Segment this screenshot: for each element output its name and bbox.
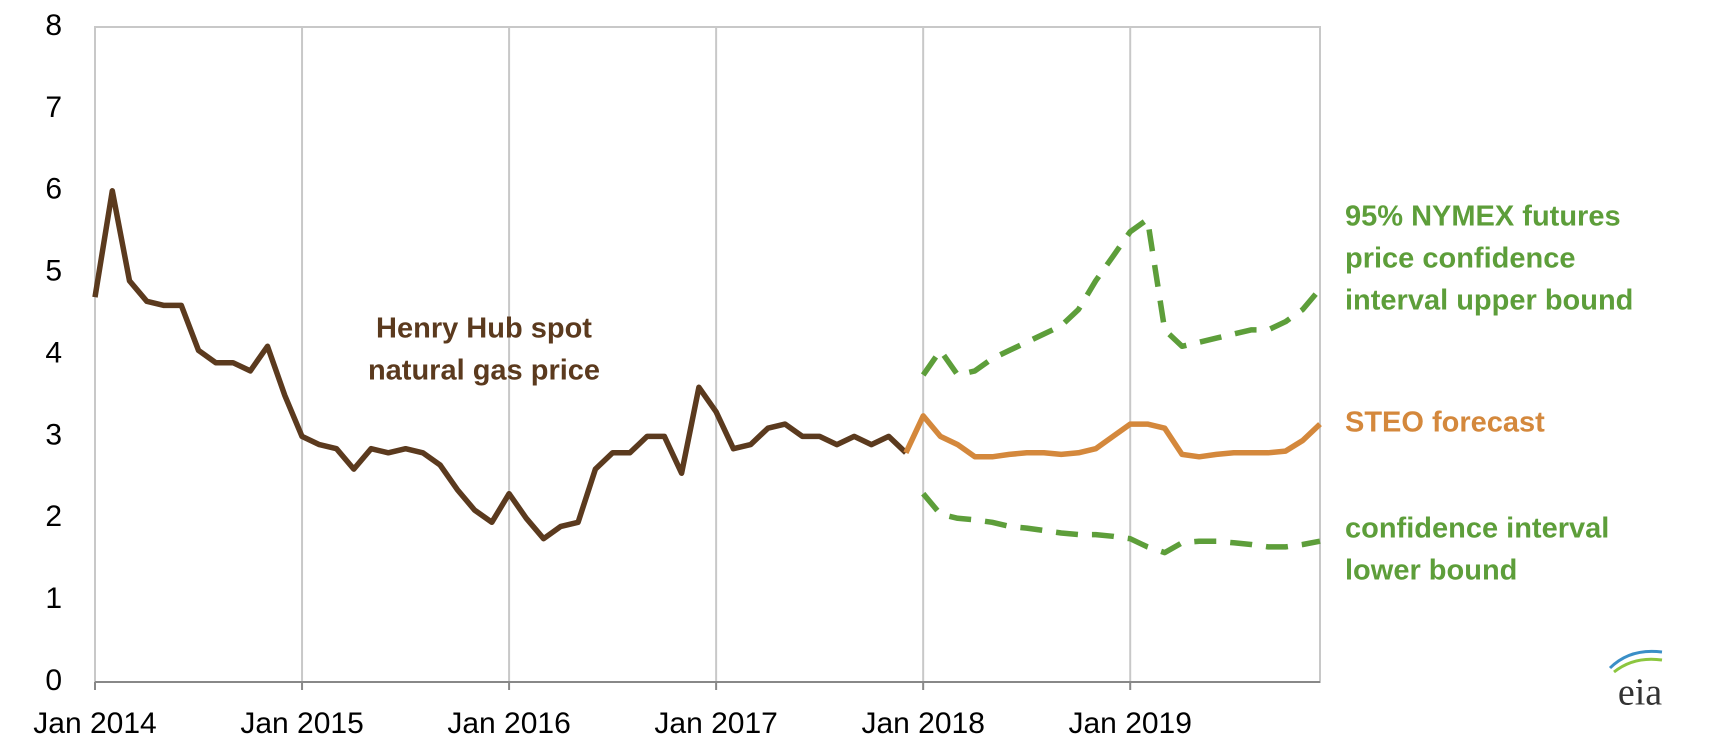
series-line [920,216,1323,378]
series-line [92,188,908,542]
series-label: STEO forecast [1345,407,1545,439]
series-label: interval upper bound [1345,285,1633,317]
series-line [921,491,1321,556]
x-tick-label: Jan 2015 [240,707,363,740]
series-label: price confidence [1345,243,1575,275]
logo-arc [1608,649,1663,670]
series-line [903,413,1322,460]
x-tick-label: Jan 2016 [447,707,570,740]
series-label: confidence interval [1345,513,1609,545]
logo-arc [1613,657,1663,674]
series-label: 95% NYMEX futures [1345,201,1621,233]
y-tick-label: 2 [45,500,62,533]
x-tick-label: Jan 2017 [654,707,777,740]
logo: eia [1618,672,1662,714]
series-label: lower bound [1345,555,1517,587]
y-tick-label: 0 [45,664,62,697]
y-tick-label: 4 [45,336,62,369]
series-label: natural gas price [368,355,600,387]
x-tick-label: Jan 2014 [33,707,156,740]
y-tick-label: 8 [45,9,62,42]
y-tick-label: 3 [45,418,62,451]
y-tick-label: 5 [45,255,62,288]
x-tick-label: Jan 2019 [1068,707,1191,740]
series-label: Henry Hub spot [376,313,592,345]
plot-frame [94,26,1321,683]
y-tick-label: 7 [45,91,62,124]
y-tick-label: 1 [45,582,62,615]
y-tick-label: 6 [45,173,62,206]
x-tick-label: Jan 2018 [861,707,984,740]
